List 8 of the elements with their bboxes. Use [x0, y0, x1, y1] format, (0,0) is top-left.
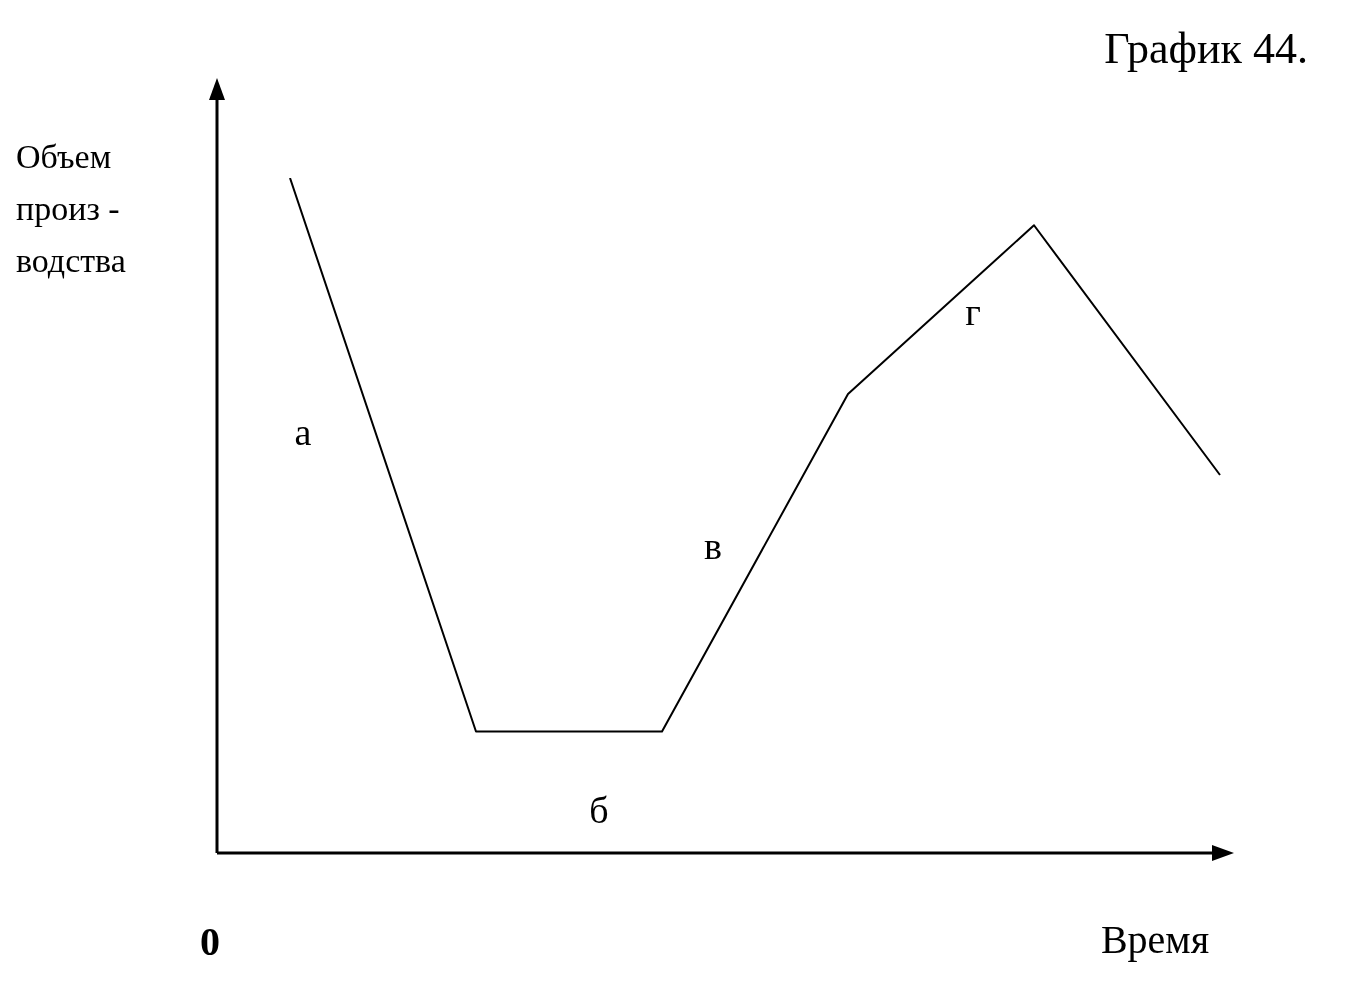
chart-title: График 44. — [1104, 24, 1308, 73]
annotation: г — [965, 290, 981, 333]
annotation: б — [589, 789, 609, 832]
annotation: а — [294, 410, 312, 453]
y-axis-title: Объем произ - водства — [16, 138, 126, 279]
annotation: в — [704, 524, 722, 567]
text: 0 — [200, 919, 220, 965]
x-axis-title: Время — [1100, 917, 1210, 962]
